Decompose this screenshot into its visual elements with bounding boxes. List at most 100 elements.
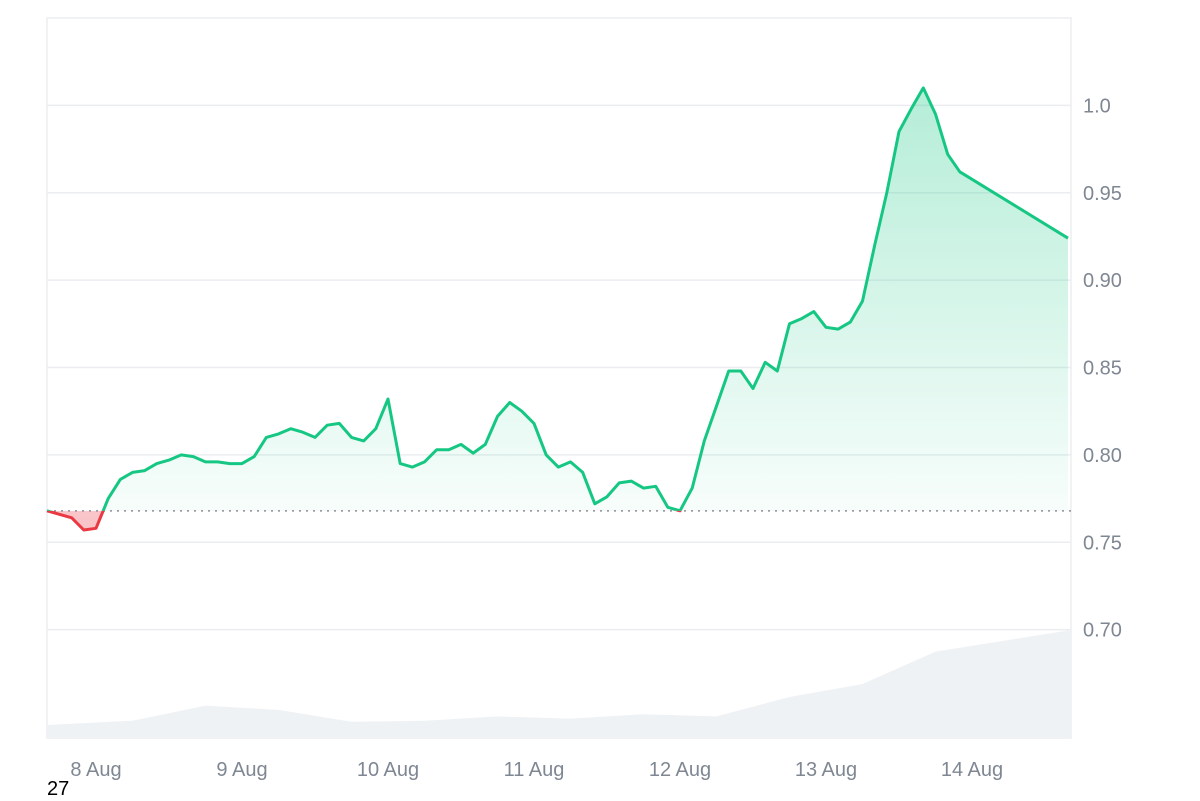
data-point xyxy=(752,387,754,389)
data-point xyxy=(496,415,498,417)
data-point xyxy=(764,361,766,363)
data-point xyxy=(1067,237,1069,239)
data-point xyxy=(667,506,669,508)
data-point xyxy=(642,487,644,489)
data-point xyxy=(107,497,109,499)
data-point xyxy=(265,436,267,438)
data-point xyxy=(375,428,377,430)
data-point xyxy=(813,310,815,312)
data-point xyxy=(509,401,511,403)
data-point xyxy=(399,462,401,464)
x-tick-label: 8 Aug xyxy=(70,759,121,781)
footer-number: 27 xyxy=(47,778,70,800)
y-tick-label: 0.75 xyxy=(1083,532,1122,554)
x-tick-label: 11 Aug xyxy=(504,759,565,781)
data-point xyxy=(460,443,462,445)
data-point xyxy=(71,517,73,519)
data-point xyxy=(156,462,158,464)
y-tick-label: 0.80 xyxy=(1083,445,1122,467)
data-point xyxy=(582,471,584,473)
data-point xyxy=(557,466,559,468)
data-point xyxy=(119,478,121,480)
data-point xyxy=(217,461,219,463)
data-point xyxy=(326,424,328,426)
price-line xyxy=(46,86,1069,532)
data-point xyxy=(168,459,170,461)
data-point xyxy=(691,487,693,489)
data-point xyxy=(314,436,316,438)
data-point xyxy=(837,328,839,330)
data-point xyxy=(448,449,450,451)
data-point xyxy=(192,455,194,457)
data-point xyxy=(350,436,352,438)
data-point xyxy=(606,496,608,498)
data-point xyxy=(387,398,389,400)
x-tick-label: 13 Aug xyxy=(795,759,857,781)
data-point xyxy=(423,461,425,463)
data-point xyxy=(144,469,146,471)
price-line-up xyxy=(46,86,1069,511)
data-point xyxy=(436,449,438,451)
data-point xyxy=(521,410,523,412)
data-point xyxy=(861,300,863,302)
data-point xyxy=(338,422,340,424)
data-point xyxy=(204,461,206,463)
data-point xyxy=(886,192,888,194)
data-point xyxy=(874,244,876,246)
data-point xyxy=(922,87,924,89)
data-point xyxy=(472,452,474,454)
volume-area xyxy=(47,630,1071,738)
area-above-baseline xyxy=(47,87,1068,511)
data-point xyxy=(898,130,900,132)
data-point xyxy=(910,108,912,110)
data-point xyxy=(776,370,778,372)
data-point xyxy=(959,171,961,173)
y-axis-ticks: 1.0 0.95 0.90 0.85 0.80 0.75 0.70 xyxy=(1083,95,1122,641)
y-tick-label: 0.85 xyxy=(1083,358,1122,380)
data-point xyxy=(131,471,133,473)
x-axis-ticks: 8 Aug 9 Aug 10 Aug 11 Aug 12 Aug 13 Aug 14 Aug xyxy=(70,759,1003,781)
data-point xyxy=(253,455,255,457)
data-point xyxy=(849,321,851,323)
x-tick-label: 12 Aug xyxy=(649,759,711,781)
data-point xyxy=(533,422,535,424)
x-tick-label: 14 Aug xyxy=(941,759,1003,781)
data-point xyxy=(83,529,85,531)
price-area xyxy=(47,87,1068,530)
data-point xyxy=(411,466,413,468)
data-point xyxy=(277,433,279,435)
x-tick-label: 9 Aug xyxy=(216,759,267,781)
data-point xyxy=(934,113,936,115)
volume-area-shape xyxy=(47,630,1071,738)
data-point xyxy=(363,440,365,442)
data-point xyxy=(594,503,596,505)
y-tick-label: 0.70 xyxy=(1083,620,1122,642)
data-point xyxy=(180,454,182,456)
x-tick-label: 10 Aug xyxy=(357,759,419,781)
data-point xyxy=(825,326,827,328)
data-point xyxy=(728,370,730,372)
data-point xyxy=(95,527,97,529)
data-point xyxy=(947,153,949,155)
data-point xyxy=(484,443,486,445)
y-tick-label: 0.95 xyxy=(1083,183,1122,205)
data-point xyxy=(679,510,681,512)
data-point xyxy=(801,317,803,319)
data-point xyxy=(630,480,632,482)
data-point xyxy=(703,440,705,442)
y-tick-label: 1.0 xyxy=(1083,95,1111,117)
data-point xyxy=(46,510,48,512)
data-point xyxy=(788,323,790,325)
data-point xyxy=(290,428,292,430)
data-point xyxy=(740,370,742,372)
data-point xyxy=(618,482,620,484)
data-point xyxy=(302,431,304,433)
data-point xyxy=(715,405,717,407)
data-point xyxy=(241,462,243,464)
data-point xyxy=(545,454,547,456)
data-point xyxy=(229,462,231,464)
y-tick-label: 0.90 xyxy=(1083,270,1122,292)
data-point xyxy=(655,485,657,487)
data-point xyxy=(569,461,571,463)
